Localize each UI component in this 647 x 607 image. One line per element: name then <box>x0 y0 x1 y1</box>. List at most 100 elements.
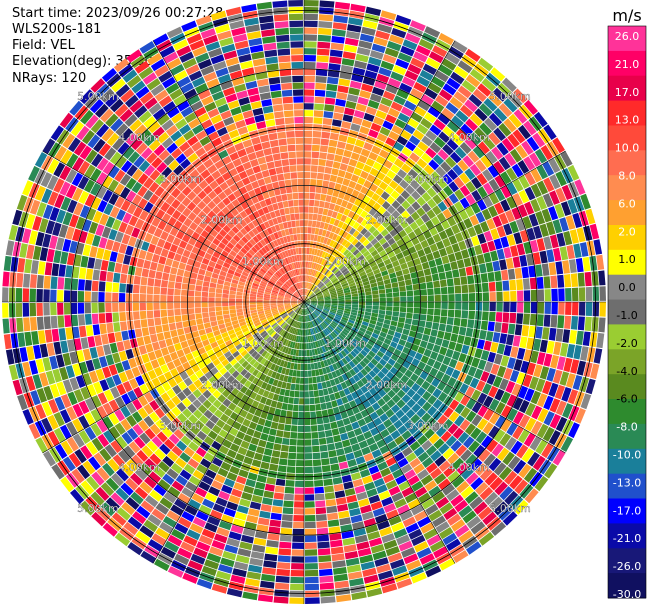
ppi-cell <box>287 318 292 324</box>
ppi-cell <box>410 20 426 32</box>
ppi-cell <box>185 352 194 361</box>
ppi-cell <box>367 531 381 541</box>
ppi-cell <box>319 324 324 331</box>
ppi-cell <box>395 474 407 485</box>
ppi-cell <box>413 257 421 266</box>
ppi-cell <box>434 257 443 266</box>
ppi-cell <box>189 252 197 261</box>
ppi-cell <box>134 468 148 481</box>
ppi-cell <box>480 273 488 283</box>
ppi-cell <box>181 487 194 498</box>
ppi-cell <box>180 541 195 553</box>
ppi-cell <box>249 302 256 305</box>
ppi-cell <box>264 289 272 294</box>
ppi-cell <box>304 295 306 302</box>
ppi-cell <box>598 270 606 286</box>
ppi-cell <box>419 69 434 82</box>
ppi-cell <box>555 187 567 203</box>
ppi-cell <box>267 270 274 276</box>
ppi-cell <box>506 182 518 195</box>
ppi-cell <box>308 283 312 290</box>
ppi-cell <box>429 351 439 360</box>
ppi-cell <box>361 26 376 36</box>
ppi-cell <box>304 322 306 329</box>
ppi-cell <box>518 385 529 399</box>
ppi-cell <box>417 434 428 446</box>
ppi-cell <box>123 254 132 265</box>
ppi-cell <box>350 341 357 348</box>
ppi-cell <box>278 293 285 297</box>
ppi-cell <box>398 339 407 347</box>
ppi-cell <box>263 448 273 457</box>
ppi-cell <box>116 209 126 221</box>
ppi-cell <box>193 260 202 268</box>
ppi-cell <box>321 131 331 139</box>
ppi-cell <box>333 573 348 582</box>
ppi-cell <box>363 318 370 323</box>
ppi-cell <box>417 270 425 278</box>
ppi-cell <box>256 217 264 225</box>
ppi-cell <box>306 290 310 296</box>
ppi-cell <box>262 404 270 413</box>
ppi-cell <box>257 326 264 332</box>
ppi-cell <box>180 296 188 302</box>
ppi-cell <box>390 558 405 570</box>
ppi-cell <box>311 220 317 228</box>
ppi-cell <box>320 323 326 330</box>
ppi-cell <box>129 119 143 132</box>
ppi-cell <box>344 37 359 47</box>
ppi-cell <box>233 257 241 265</box>
ppi-cell <box>157 132 170 144</box>
ppi-cell <box>400 220 409 229</box>
ppi-cell <box>197 384 207 394</box>
ppi-cell <box>352 302 359 305</box>
ppi-cell <box>29 317 38 331</box>
ppi-cell <box>299 391 304 398</box>
ppi-cell <box>101 128 115 142</box>
ppi-cell <box>461 344 470 355</box>
ppi-cell <box>276 430 284 438</box>
ppi-cell <box>243 224 252 233</box>
ppi-cell <box>336 212 343 221</box>
ppi-cell <box>171 112 184 124</box>
ppi-cell <box>438 230 448 240</box>
ppi-cell <box>339 265 347 272</box>
ppi-cell <box>349 80 362 90</box>
ppi-cell <box>519 254 528 267</box>
ppi-cell <box>549 234 559 249</box>
ppi-cell <box>319 444 328 452</box>
ppi-cell <box>338 299 345 302</box>
ppi-cell <box>114 422 126 435</box>
ppi-cell <box>91 153 104 168</box>
ppi-cell <box>447 423 459 435</box>
ppi-cell <box>383 503 397 513</box>
ppi-cell <box>299 308 302 315</box>
ppi-cell <box>230 217 239 226</box>
ppi-cell <box>582 331 591 346</box>
ppi-cell <box>263 221 271 229</box>
ppi-cell <box>343 289 351 294</box>
ppi-cell <box>259 316 267 322</box>
ppi-cell <box>405 284 413 291</box>
ppi-cell <box>462 293 469 302</box>
ppi-cell <box>231 387 240 397</box>
ppi-cell <box>171 406 182 417</box>
ppi-cell <box>347 210 355 219</box>
ppi-cell <box>328 232 335 240</box>
ppi-cell <box>325 230 331 238</box>
ppi-cell <box>411 504 424 516</box>
ppi-cell <box>428 259 437 268</box>
ppi-cell <box>262 455 272 463</box>
ppi-cell <box>85 496 100 511</box>
ppi-cell <box>161 280 168 288</box>
ppi-cell <box>248 443 258 452</box>
ppi-cell <box>188 414 199 425</box>
ppi-cell <box>355 139 365 148</box>
ppi-cell <box>290 302 298 304</box>
ppi-cell <box>316 527 329 535</box>
ppi-cell <box>198 89 211 100</box>
ppi-cell <box>393 265 402 272</box>
ppi-cell <box>251 494 263 504</box>
ppi-cell <box>355 388 364 397</box>
ppi-cell <box>107 332 116 344</box>
